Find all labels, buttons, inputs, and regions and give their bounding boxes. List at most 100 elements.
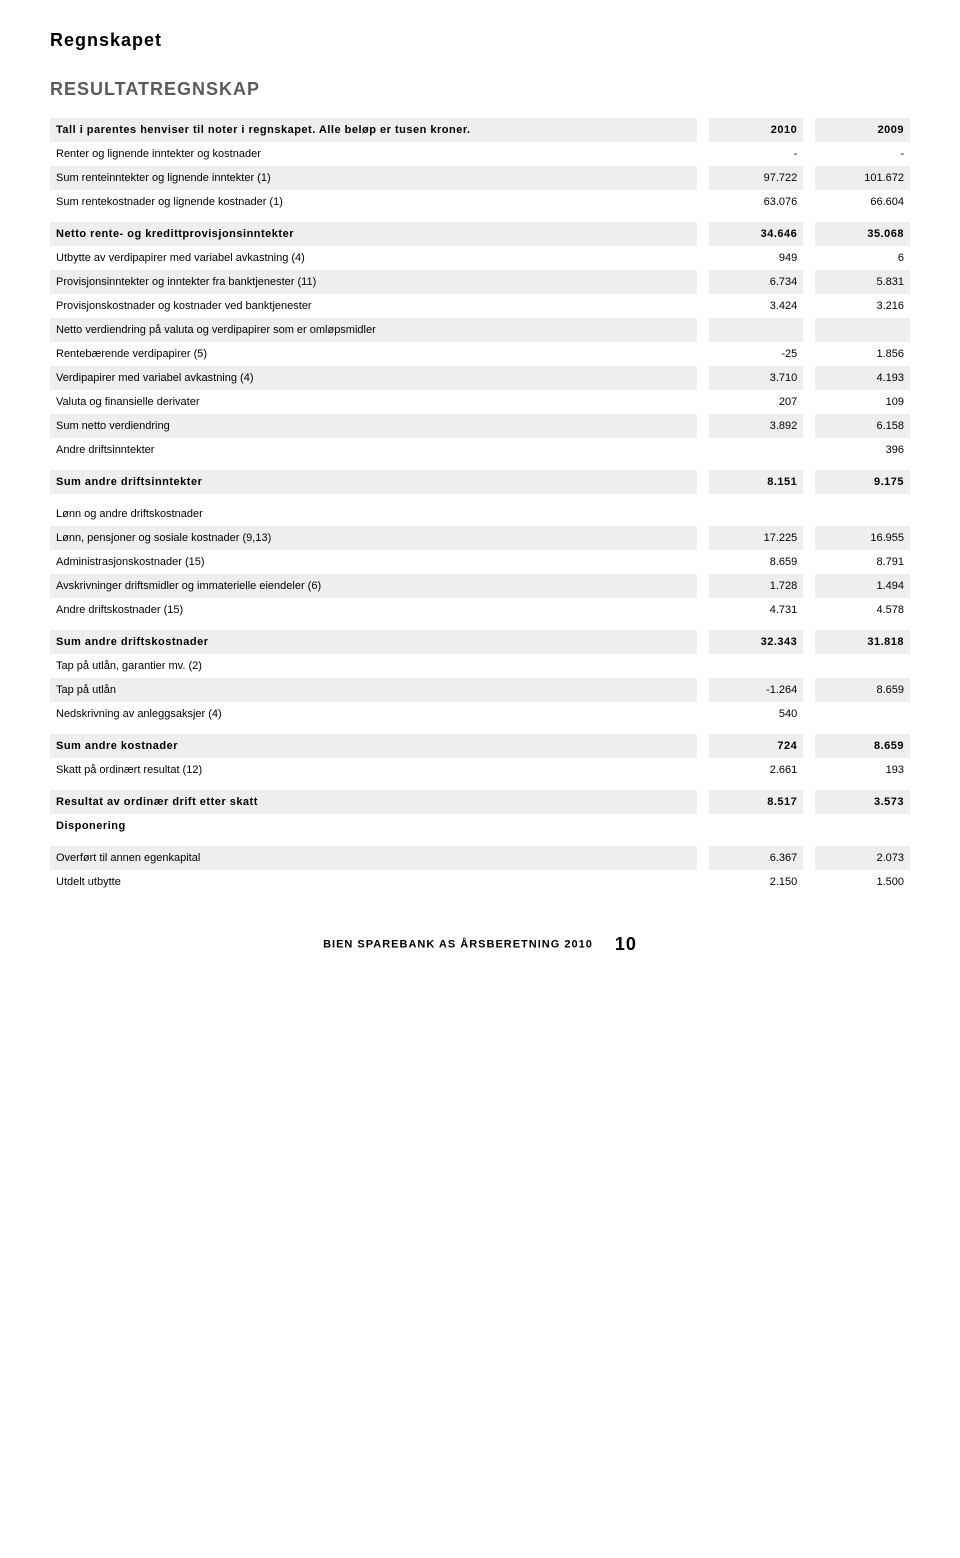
row-value-2009: 5.831: [815, 270, 910, 294]
table-row: Resultat av ordinær drift etter skatt 8.5…: [50, 790, 910, 814]
table-row: Andre driftskostnader (15)4.7314.578: [50, 598, 910, 622]
row-value-2009: -: [815, 142, 910, 166]
table-row: Rentebærende verdipapirer (5)-251.856: [50, 342, 910, 366]
row-value-2009: 16.955: [815, 526, 910, 550]
row-label: Tap på utlån, garantier mv. (2): [50, 654, 697, 678]
row-label: Netto rente- og kredittprovisjonsinntekt…: [50, 222, 697, 246]
row-value-2009: 9.175: [815, 470, 910, 494]
table-row: Skatt på ordinært resultat (12)2.661193: [50, 758, 910, 782]
table-row: Provisjonskostnader og kostnader ved ban…: [50, 294, 910, 318]
row-value-2009: 35.068: [815, 222, 910, 246]
row-value-2010: -1.264: [709, 678, 804, 702]
table-row: Provisjonsinntekter og inntekter fra ban…: [50, 270, 910, 294]
table-row: Avskrivninger driftsmidler og immateriel…: [50, 574, 910, 598]
row-label: Administrasjonskostnader (15): [50, 550, 697, 574]
row-value-2010: 8.151: [709, 470, 804, 494]
table-row: Andre driftsinntekter396: [50, 438, 910, 462]
table-row: Disponering: [50, 814, 910, 838]
row-label: Valuta og finansielle derivater: [50, 390, 697, 414]
row-label: Sum renteinntekter og lignende inntekter…: [50, 166, 697, 190]
table-row: Sum andre kostnader7248.659: [50, 734, 910, 758]
table-row: Sum rentekostnader og lignende kostnader…: [50, 190, 910, 214]
row-label: Sum netto verdiendring: [50, 414, 697, 438]
row-value-2010: 34.646: [709, 222, 804, 246]
row-value-2010: [709, 654, 804, 678]
row-label: Lønn, pensjoner og sosiale kostnader (9,…: [50, 526, 697, 550]
row-label: Sum andre driftsinntekter: [50, 470, 697, 494]
row-label: Tap på utlån: [50, 678, 697, 702]
table-row: Verdipapirer med variabel avkastning (4)…: [50, 366, 910, 390]
row-label: Resultat av ordinær drift etter skatt: [50, 790, 697, 814]
table-row: Nedskrivning av anleggsaksjer (4) 540: [50, 702, 910, 726]
row-label: Provisjonsinntekter og inntekter fra ban…: [50, 270, 697, 294]
row-value-2010: 8.517: [709, 790, 804, 814]
table-header-row: Tall i parentes henviser til noter i reg…: [50, 118, 910, 142]
row-value-2009: 101.672: [815, 166, 910, 190]
row-value-2009: 1.500: [815, 870, 910, 894]
table-row: Sum andre driftskostnader32.34331.818: [50, 630, 910, 654]
row-label: Nedskrivning av anleggsaksjer (4): [50, 702, 697, 726]
income-statement-table: Tall i parentes henviser til noter i reg…: [50, 118, 910, 894]
table-row: Valuta og finansielle derivater207109: [50, 390, 910, 414]
spacer-row: [50, 494, 910, 502]
table-row: Sum renteinntekter og lignende inntekter…: [50, 166, 910, 190]
spacer-row: [50, 782, 910, 790]
row-label: Utbytte av verdipapirer med variabel avk…: [50, 246, 697, 270]
row-value-2010: 63.076: [709, 190, 804, 214]
row-label: Sum andre driftskostnader: [50, 630, 697, 654]
spacer-row: [50, 214, 910, 222]
row-value-2010: 3.710: [709, 366, 804, 390]
page-footer: BIEN SPAREBANK AS ÅRSBERETNING 2010 10: [50, 934, 910, 955]
row-value-2010: [709, 814, 804, 838]
row-label: Lønn og andre driftskostnader: [50, 502, 697, 526]
row-value-2009: [815, 814, 910, 838]
row-value-2010: 949: [709, 246, 804, 270]
spacer-row: [50, 462, 910, 470]
row-value-2009: 6.158: [815, 414, 910, 438]
row-label: Verdipapirer med variabel avkastning (4): [50, 366, 697, 390]
row-value-2010: 6.734: [709, 270, 804, 294]
table-row: Tap på utlån, garantier mv. (2): [50, 654, 910, 678]
footer-text: BIEN SPAREBANK AS ÅRSBERETNING 2010: [323, 938, 593, 950]
table-row: Sum andre driftsinntekter 8.151 9.175: [50, 470, 910, 494]
page-number: 10: [615, 934, 637, 955]
section-title: RESULTATREGNSKAP: [50, 79, 910, 100]
row-value-2009: 8.659: [815, 734, 910, 758]
row-value-2010: 1.728: [709, 574, 804, 598]
row-value-2010: 3.892: [709, 414, 804, 438]
row-value-2010: 3.424: [709, 294, 804, 318]
row-value-2009: [815, 502, 910, 526]
spacer-row: [50, 622, 910, 630]
spacer-row: [50, 726, 910, 734]
row-value-2010: 540: [709, 702, 804, 726]
row-value-2009: 66.604: [815, 190, 910, 214]
row-value-2009: [815, 702, 910, 726]
page-title: Regnskapet: [50, 30, 910, 51]
row-label: Overført til annen egenkapital: [50, 846, 697, 870]
table-row: Netto verdiendring på valuta og verdipap…: [50, 318, 910, 342]
row-value-2010: 207: [709, 390, 804, 414]
row-value-2010: [709, 438, 804, 462]
table-row: Netto rente- og kredittprovisjonsinntekt…: [50, 222, 910, 246]
row-value-2009: 1.494: [815, 574, 910, 598]
table-row: Lønn og andre driftskostnader: [50, 502, 910, 526]
row-value-2010: 2.661: [709, 758, 804, 782]
header-year-1: 2010: [709, 118, 804, 142]
row-value-2009: 8.791: [815, 550, 910, 574]
row-label: Sum rentekostnader og lignende kostnader…: [50, 190, 697, 214]
row-label: Avskrivninger driftsmidler og immateriel…: [50, 574, 697, 598]
table-row: Overført til annen egenkapital6.3672.073: [50, 846, 910, 870]
row-value-2009: 1.856: [815, 342, 910, 366]
table-row: Tap på utlån -1.264 8.659: [50, 678, 910, 702]
row-label: Renter og lignende inntekter og kostnade…: [50, 142, 697, 166]
row-value-2009: [815, 318, 910, 342]
table-row: Sum netto verdiendring 3.892 6.158: [50, 414, 910, 438]
row-label: Andre driftsinntekter: [50, 438, 697, 462]
spacer-row: [50, 838, 910, 846]
table-row: Lønn, pensjoner og sosiale kostnader (9,…: [50, 526, 910, 550]
table-row: Utdelt utbytte2.1501.500: [50, 870, 910, 894]
row-value-2009: 3.573: [815, 790, 910, 814]
row-value-2010: 17.225: [709, 526, 804, 550]
row-value-2010: 97.722: [709, 166, 804, 190]
row-value-2009: 8.659: [815, 678, 910, 702]
